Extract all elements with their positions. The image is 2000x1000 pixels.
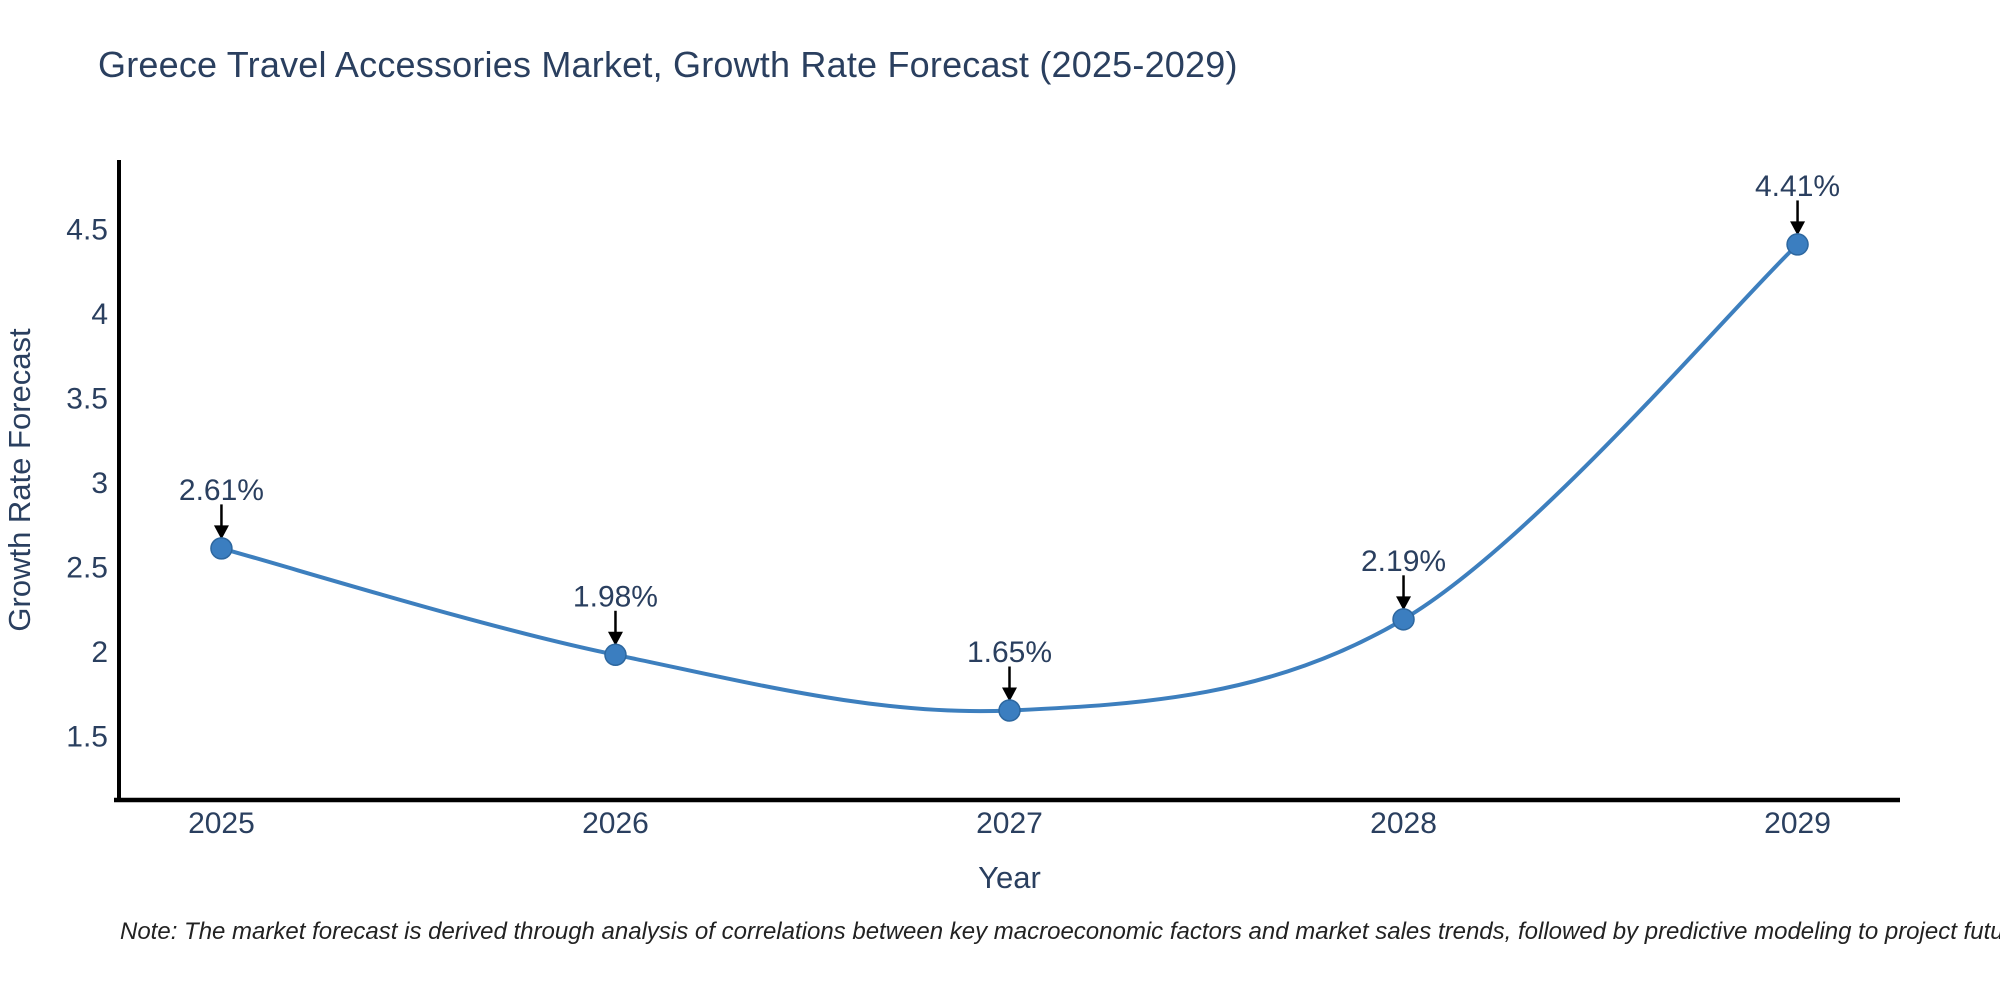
- annotation-arrowhead: [607, 631, 623, 646]
- annotation-arrowhead: [1002, 687, 1017, 702]
- annotation-arrowhead: [1396, 596, 1412, 611]
- footnote: Note: The market forecast is derived thr…: [120, 918, 2000, 945]
- annotation-arrowhead: [213, 525, 229, 540]
- x-tick-label: 2027: [976, 807, 1043, 840]
- y-axis-title: Growth Rate Forecast: [2, 328, 37, 632]
- y-tick-label: 2: [91, 636, 108, 669]
- data-point-label: 2.19%: [1361, 545, 1446, 578]
- data-point-marker: [604, 643, 627, 667]
- x-axis-title: Year: [978, 860, 1041, 895]
- data-point-marker: [998, 699, 1021, 722]
- y-tick-label: 1.5: [66, 720, 108, 753]
- x-tick-label: 2026: [582, 807, 649, 840]
- y-tick-label: 4.5: [66, 214, 108, 247]
- x-tick-label: 2028: [1370, 807, 1437, 840]
- data-point-marker: [1392, 608, 1415, 631]
- x-tick-label: 2025: [188, 807, 255, 840]
- data-point-marker: [1786, 233, 1809, 256]
- y-tick-label: 2.5: [66, 551, 108, 584]
- data-point-marker: [210, 537, 233, 560]
- chart-title: Greece Travel Accessories Market, Growth…: [98, 44, 1238, 85]
- annotation-arrowhead: [1790, 221, 1806, 236]
- y-tick-label: 4: [91, 298, 108, 331]
- data-point-label: 1.65%: [967, 636, 1052, 669]
- y-tick-label: 3: [91, 467, 108, 500]
- data-point-label: 1.98%: [573, 580, 658, 613]
- data-point-label: 2.61%: [179, 474, 264, 507]
- data-point-label: 4.41%: [1755, 170, 1840, 203]
- x-tick-label: 2029: [1764, 807, 1831, 840]
- y-tick-label: 3.5: [66, 383, 108, 416]
